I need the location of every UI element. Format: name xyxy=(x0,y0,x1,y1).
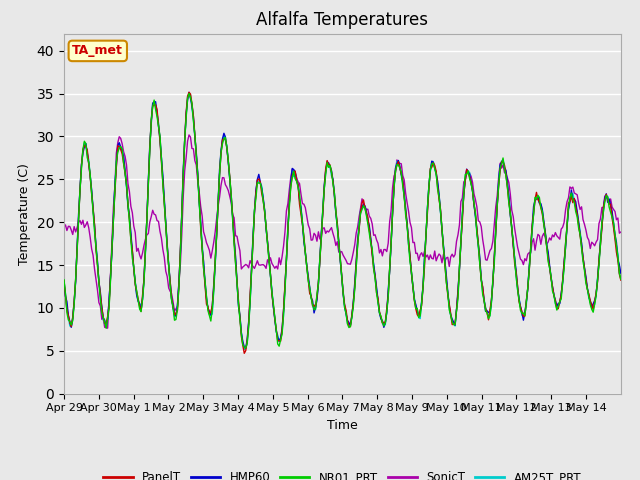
HMP60 xyxy=(97,289,104,295)
HMP60 xyxy=(242,346,250,351)
SonicT xyxy=(185,132,193,138)
NR01_PRT xyxy=(349,303,357,309)
NR01_PRT xyxy=(60,277,68,283)
AM25T_PRT xyxy=(617,275,625,281)
HMP60 xyxy=(616,262,623,267)
HMP60 xyxy=(79,150,87,156)
Line: SonicT: SonicT xyxy=(64,135,621,328)
X-axis label: Time: Time xyxy=(327,419,358,432)
NR01_PRT xyxy=(460,192,468,197)
AM25T_PRT xyxy=(349,299,357,305)
PanelT xyxy=(79,147,87,153)
SonicT xyxy=(349,250,357,255)
HMP60 xyxy=(617,270,625,276)
HMP60 xyxy=(460,191,468,197)
AM25T_PRT xyxy=(97,296,104,301)
AM25T_PRT xyxy=(185,91,193,97)
SonicT xyxy=(543,241,550,247)
SonicT xyxy=(460,179,468,185)
Line: HMP60: HMP60 xyxy=(64,92,621,348)
AM25T_PRT xyxy=(79,148,87,154)
PanelT xyxy=(543,244,550,250)
SonicT xyxy=(60,224,68,230)
AM25T_PRT xyxy=(616,270,623,276)
Title: Alfalfa Temperatures: Alfalfa Temperatures xyxy=(257,11,428,29)
SonicT xyxy=(616,230,623,236)
Line: PanelT: PanelT xyxy=(64,92,621,353)
NR01_PRT xyxy=(242,345,250,351)
SonicT xyxy=(617,229,625,235)
SonicT xyxy=(104,325,111,331)
AM25T_PRT xyxy=(543,241,550,247)
PanelT xyxy=(241,350,248,356)
PanelT xyxy=(97,291,104,297)
PanelT xyxy=(60,278,68,284)
PanelT xyxy=(617,277,625,283)
NR01_PRT xyxy=(617,276,625,282)
HMP60 xyxy=(543,242,550,248)
Line: NR01_PRT: NR01_PRT xyxy=(64,94,621,348)
AM25T_PRT xyxy=(241,347,248,352)
NR01_PRT xyxy=(543,243,550,249)
NR01_PRT xyxy=(185,91,193,96)
Text: TA_met: TA_met xyxy=(72,44,124,58)
PanelT xyxy=(349,300,357,306)
NR01_PRT xyxy=(79,147,87,153)
Y-axis label: Temperature (C): Temperature (C) xyxy=(18,163,31,264)
HMP60 xyxy=(185,89,193,95)
Legend: PanelT, HMP60, NR01_PRT, SonicT, AM25T_PRT: PanelT, HMP60, NR01_PRT, SonicT, AM25T_P… xyxy=(99,466,586,480)
SonicT xyxy=(97,303,104,309)
HMP60 xyxy=(60,281,68,287)
AM25T_PRT xyxy=(460,191,468,196)
AM25T_PRT xyxy=(60,278,68,284)
HMP60 xyxy=(349,300,357,306)
PanelT xyxy=(460,191,468,197)
PanelT xyxy=(185,89,193,95)
SonicT xyxy=(79,217,87,223)
NR01_PRT xyxy=(616,270,623,276)
PanelT xyxy=(616,271,623,277)
NR01_PRT xyxy=(97,296,104,301)
Line: AM25T_PRT: AM25T_PRT xyxy=(64,94,621,349)
